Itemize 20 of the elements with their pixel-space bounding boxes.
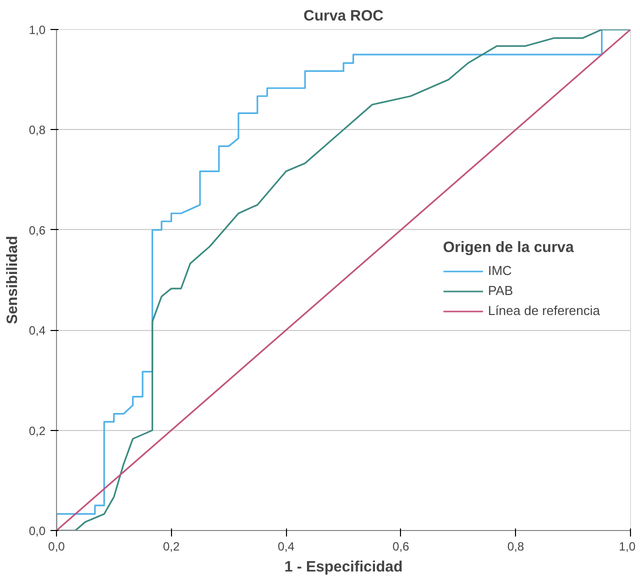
- y-tick-label: 0,6: [28, 223, 46, 238]
- chart-title: Curva ROC: [303, 8, 384, 24]
- legend-title: Origen de la curva: [442, 238, 575, 256]
- legend-label: Línea de referencia: [488, 303, 600, 318]
- y-axis-title: Sensibilidad: [4, 236, 21, 324]
- x-tick-label: 0,2: [162, 540, 180, 554]
- x-axis-title: 1 - Especificidad: [284, 558, 403, 576]
- legend-label: PAB: [488, 283, 514, 298]
- line-series: [56, 30, 630, 530]
- y-tick-label: 1,0: [28, 23, 46, 37]
- y-tick-label: 0,4: [28, 324, 46, 338]
- y-tick-label: 0,0: [28, 524, 46, 538]
- legend-label: IMC: [488, 263, 512, 278]
- x-tick-label: 0,4: [278, 540, 295, 554]
- x-tick-label: 0,6: [392, 540, 410, 554]
- x-tick-label: 0,0: [48, 540, 66, 554]
- x-tick-label: 0,8: [507, 540, 524, 554]
- x-tick-label: 1,0: [618, 540, 636, 554]
- y-tick-label: 0,8: [28, 123, 46, 138]
- y-tick-label: 0,2: [28, 424, 46, 438]
